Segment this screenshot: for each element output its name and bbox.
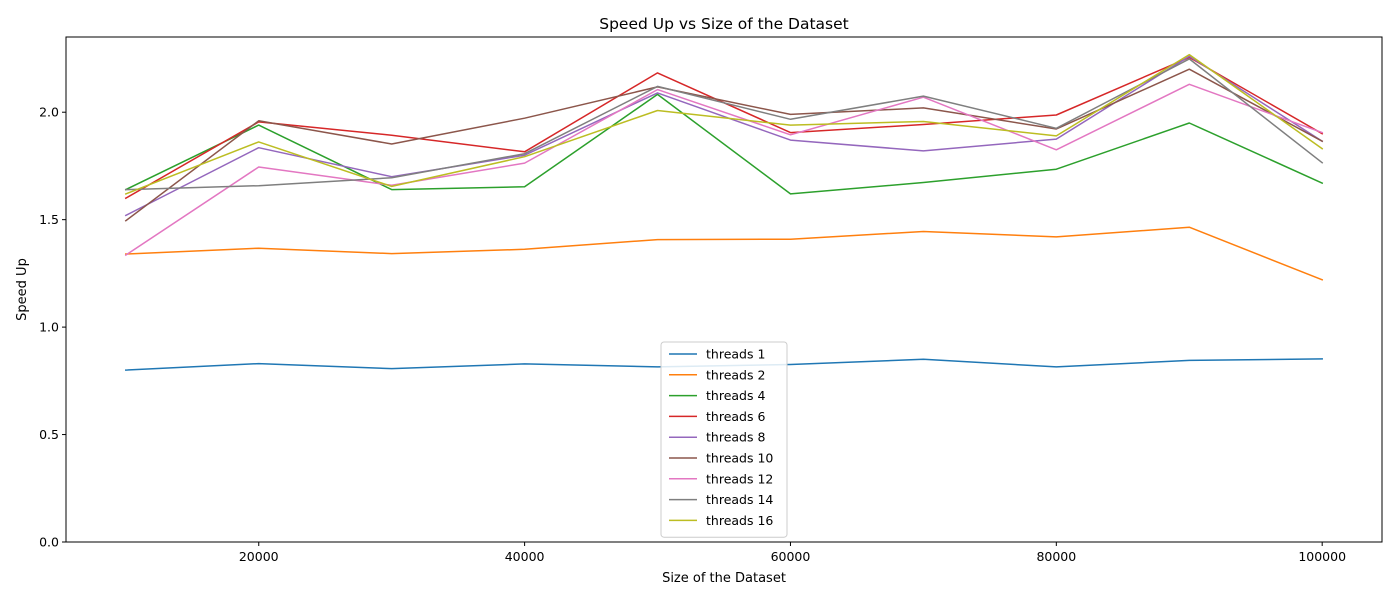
series-line-threads-12 [124, 83, 1324, 257]
legend-label: threads 1 [706, 347, 765, 362]
legend-label: threads 14 [706, 492, 773, 507]
series-line-threads-14 [125, 58, 1324, 191]
legend-label: threads 10 [706, 451, 773, 466]
x-tick-label: 40000 [505, 549, 545, 564]
legend-label: threads 8 [706, 430, 765, 445]
series-line-threads-6 [124, 56, 1324, 200]
x-tick-label: 100000 [1298, 549, 1346, 564]
y-axis-label: Speed Up [15, 258, 30, 321]
legend-label: threads 16 [706, 513, 773, 528]
legend-label: threads 12 [706, 471, 773, 486]
legend: threads 1 threads 2 threads 4 threads 6 thre… [660, 341, 788, 538]
y-tick-label: 2.0 [39, 105, 59, 120]
y-tick-label: 1.0 [39, 320, 59, 335]
series-line-threads-8 [124, 55, 1324, 217]
chart-title: Speed Up vs Size of the Dataset [599, 15, 848, 33]
series-lines [124, 53, 1324, 371]
legend-label: threads 6 [706, 409, 765, 424]
y-tick-label: 1.5 [39, 212, 59, 227]
legend-box [660, 341, 788, 538]
series-line-threads-4 [124, 93, 1324, 195]
series-line-threads-2 [125, 226, 1324, 281]
series-line-threads-16 [124, 53, 1324, 195]
y-axis-ticks: 0.0 0.5 1.0 1.5 2.0 [39, 105, 66, 550]
legend-label: threads 4 [706, 388, 765, 403]
series-line-threads-10 [124, 68, 1324, 222]
y-tick-label: 0.0 [39, 535, 59, 550]
x-tick-label: 60000 [771, 549, 811, 564]
x-tick-label: 80000 [1036, 549, 1076, 564]
legend-label: threads 2 [706, 367, 765, 382]
x-axis-ticks: 20000 40000 60000 80000 100000 [239, 542, 1346, 564]
y-tick-label: 0.5 [39, 427, 59, 442]
x-axis-label: Size of the Dataset [662, 571, 786, 586]
plot-frame [65, 36, 1383, 543]
x-tick-label: 20000 [239, 549, 279, 564]
